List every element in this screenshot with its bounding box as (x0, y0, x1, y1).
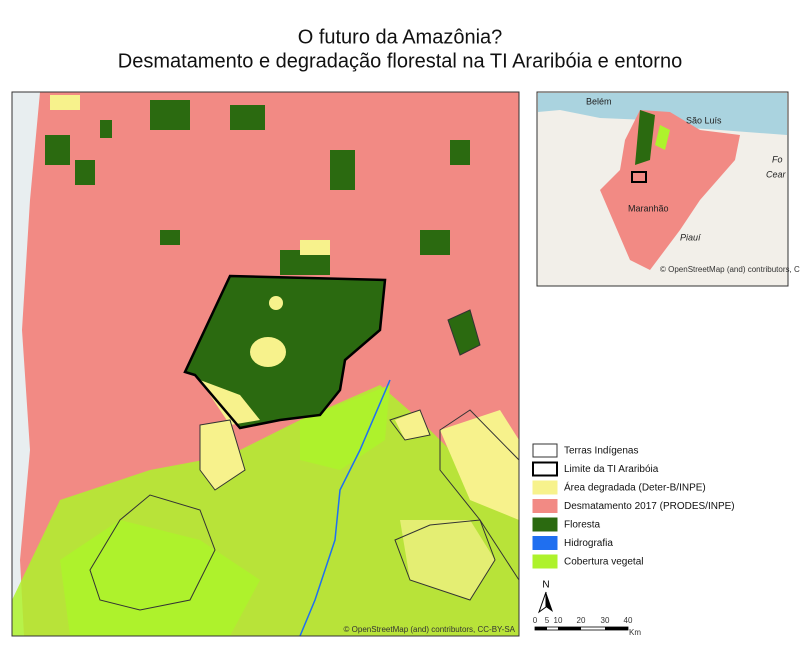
inset-map: Belém São Luís Maranhão Piauí Fo Cear © OpenS… (536, 91, 800, 287)
legend-label: Terras Indígenas (564, 446, 639, 457)
legend-swatch (532, 480, 558, 495)
legend-label: Desmatamento 2017 (PRODES/INPE) (564, 501, 735, 512)
title-line: O futuro da Amazônia? (298, 26, 503, 48)
scale-label: 20 (577, 616, 586, 625)
legend-label: Área degradada (Deter-B/INPE) (564, 481, 706, 494)
inset-label: Fo (772, 154, 783, 164)
legend-swatch (532, 536, 558, 550)
attribution: © OpenStreetMap (and) contributors, CC-B… (344, 625, 516, 634)
scale-label: 30 (601, 616, 610, 625)
legend-label: Hidrografia (564, 538, 613, 549)
legend-swatch (532, 443, 558, 458)
legend-swatch (532, 517, 558, 532)
scale-label: 0 (533, 616, 538, 625)
title-line: Desmatamento e degradação florestal na T… (118, 50, 682, 72)
legend-label: Cobertura vegetal (564, 557, 644, 568)
scale-label: 5 (545, 616, 550, 625)
legend-label: Limite da TI Araribóia (564, 464, 659, 475)
main-map: © OpenStreetMap (and) contributors, CC-B… (11, 91, 520, 637)
legend-label: Floresta (564, 520, 601, 531)
north-arrow (538, 591, 547, 614)
scale-unit: Km (629, 628, 641, 637)
legend-swatch (532, 554, 558, 569)
inset-label: Maranhão (628, 203, 669, 213)
inset-label: São Luís (686, 115, 722, 125)
legend: Terras Indígenas Limite da TI Araribóia Ár… (529, 440, 789, 569)
inset-label: Cear (766, 169, 787, 179)
north-arrow (546, 592, 553, 612)
inset-label: Piauí (680, 232, 702, 242)
legend-swatch (532, 499, 558, 513)
legend-swatch (532, 461, 558, 477)
scale-label: 40 (624, 616, 633, 625)
inset-attribution: © OpenStreetMap (and) contributors, CC-B… (660, 265, 800, 274)
legend-box (529, 440, 789, 568)
scale-label: 10 (554, 616, 563, 625)
inset-label: Belém (586, 96, 612, 106)
north-label: N (542, 580, 549, 591)
scale-bar: 0 5 10 20 30 40 Km (533, 616, 642, 637)
